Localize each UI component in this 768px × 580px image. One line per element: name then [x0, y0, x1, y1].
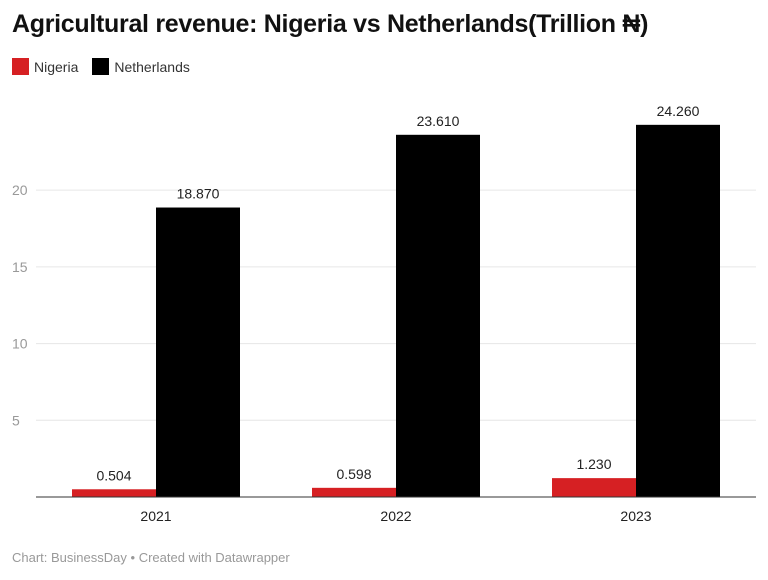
chart-title: Agricultural revenue: Nigeria vs Netherl… — [12, 10, 649, 38]
data-label-nigeria-2022: 0.598 — [336, 466, 371, 482]
legend-label-netherlands: Netherlands — [114, 58, 190, 75]
legend-label-nigeria: Nigeria — [34, 58, 79, 75]
y-tick-label-10: 10 — [12, 336, 28, 352]
legend: Nigeria Netherlands — [12, 58, 204, 75]
legend-swatch-nigeria — [12, 58, 29, 75]
x-tick-label-2021: 2021 — [140, 508, 171, 524]
y-tick-label-20: 20 — [12, 182, 28, 198]
legend-swatch-netherlands — [92, 58, 110, 75]
bar-nigeria-2023 — [552, 478, 636, 497]
data-label-nigeria-2023: 1.230 — [576, 456, 611, 472]
data-label-netherlands-2023: 24.260 — [657, 103, 700, 119]
data-label-netherlands-2021: 18.870 — [177, 186, 220, 202]
y-tick-label-5: 5 — [12, 412, 20, 428]
footer-separator: • — [130, 550, 136, 565]
legend-item-nigeria: Nigeria — [12, 58, 78, 75]
bar-netherlands-2022 — [396, 134, 480, 497]
footer-credit: Created with Datawrapper — [138, 550, 290, 565]
footer: Chart: BusinessDay • Created with Datawr… — [12, 550, 290, 565]
bar-nigeria-2022 — [312, 487, 396, 497]
x-tick-label-2022: 2022 — [380, 508, 411, 524]
data-label-netherlands-2022: 23.610 — [417, 113, 460, 129]
footer-source: Chart: BusinessDay — [12, 550, 127, 565]
x-tick-label-2023: 2023 — [620, 508, 651, 524]
data-label-nigeria-2021: 0.504 — [96, 467, 131, 483]
bar-nigeria-2021 — [72, 489, 156, 497]
y-tick-label-15: 15 — [12, 259, 28, 275]
bar-chart: 5 10 15 20 0.504 18.870 2021 0.598 23.610 2022 1.2… — [12, 103, 756, 524]
bar-netherlands-2023 — [636, 124, 720, 498]
legend-item-netherlands: Netherlands — [92, 58, 190, 75]
bar-netherlands-2021 — [156, 207, 240, 498]
